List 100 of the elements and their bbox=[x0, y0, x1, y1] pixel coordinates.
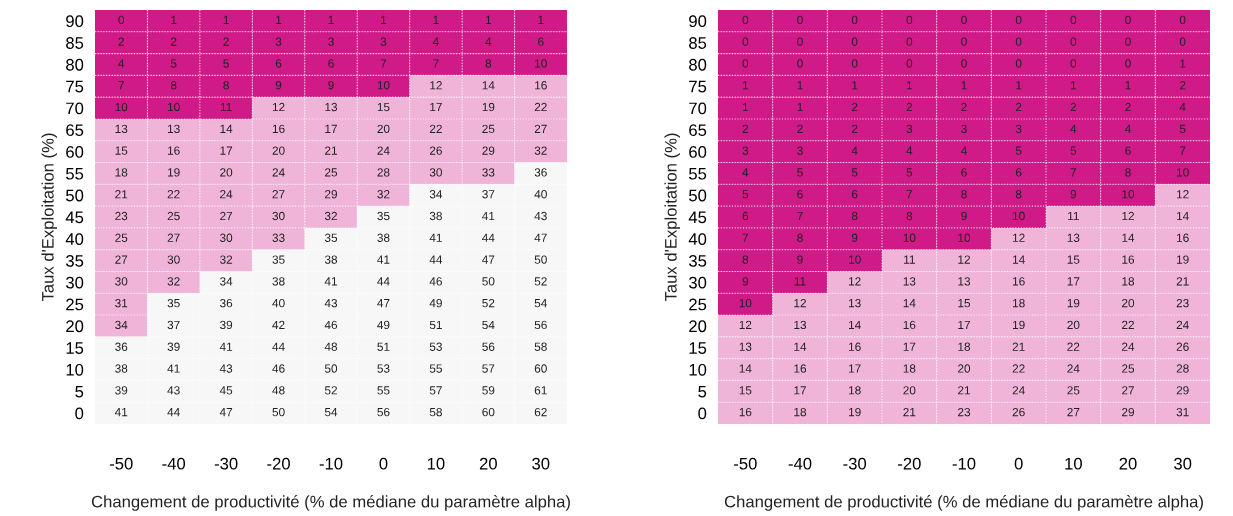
data-label: 60 bbox=[534, 364, 547, 373]
data-label: 18 bbox=[903, 364, 916, 373]
data-label: 20 bbox=[958, 364, 971, 373]
data-label: 34 bbox=[115, 320, 128, 330]
data-label: 18 bbox=[1013, 298, 1025, 308]
data-label: 10 bbox=[1122, 190, 1135, 199]
x-tick-label: -20 bbox=[898, 457, 921, 470]
data-label: 18 bbox=[794, 407, 807, 417]
data-label: 41 bbox=[167, 364, 180, 373]
data-label: 24 bbox=[1012, 386, 1025, 395]
data-label: 56 bbox=[377, 407, 390, 417]
data-label: 5 bbox=[223, 59, 229, 68]
data-label: 19 bbox=[168, 168, 180, 177]
data-label: 10 bbox=[115, 102, 128, 112]
data-label: 44 bbox=[429, 255, 443, 264]
data-label: 23 bbox=[115, 211, 128, 221]
data-label: 32 bbox=[534, 146, 547, 155]
data-label: 43 bbox=[324, 298, 338, 308]
data-label: 0 bbox=[797, 15, 803, 25]
data-label: 7 bbox=[1070, 168, 1077, 177]
data-label: 50 bbox=[272, 407, 285, 417]
data-label: 3 bbox=[906, 124, 913, 134]
y-tick-label: 45 bbox=[688, 211, 707, 224]
data-label: 2 bbox=[1125, 102, 1131, 112]
data-label: 1 bbox=[852, 81, 858, 90]
data-label: 28 bbox=[1176, 364, 1189, 373]
data-label: 11 bbox=[904, 255, 915, 264]
data-label: 29 bbox=[1176, 386, 1189, 395]
data-label: 12 bbox=[430, 81, 442, 90]
data-label: 27 bbox=[115, 255, 128, 264]
x-tick-label: -30 bbox=[843, 457, 867, 470]
data-label: 4 bbox=[118, 59, 125, 68]
data-label: 27 bbox=[534, 124, 547, 133]
data-label: 7 bbox=[380, 59, 387, 68]
data-label: 19 bbox=[1013, 320, 1025, 330]
data-label: 0 bbox=[1125, 59, 1131, 68]
data-label: 8 bbox=[1125, 168, 1131, 177]
data-label: 50 bbox=[324, 364, 338, 373]
data-label: 17 bbox=[958, 320, 970, 329]
data-label: 8 bbox=[742, 255, 749, 264]
y-tick-label: 65 bbox=[66, 124, 84, 137]
data-label: 3 bbox=[380, 37, 387, 46]
y-tick-label: 75 bbox=[689, 80, 707, 93]
data-label: 51 bbox=[429, 320, 442, 330]
data-label: 16 bbox=[272, 124, 285, 134]
data-label: 40 bbox=[272, 298, 285, 308]
data-label: 38 bbox=[272, 277, 285, 286]
data-label: 21 bbox=[1176, 277, 1189, 286]
data-label: 6 bbox=[328, 59, 334, 68]
y-tick-label: 20 bbox=[689, 320, 707, 333]
data-label: 7 bbox=[742, 233, 749, 242]
data-label: 12 bbox=[849, 277, 861, 286]
data-label: 56 bbox=[482, 342, 495, 351]
data-label: 4 bbox=[1124, 124, 1131, 133]
data-label: 5 bbox=[851, 168, 858, 177]
data-label: 39 bbox=[220, 320, 233, 330]
data-label: 32 bbox=[220, 255, 233, 264]
data-label: 20 bbox=[377, 124, 390, 134]
data-label: 6 bbox=[1015, 168, 1022, 177]
data-label: 30 bbox=[167, 255, 180, 264]
data-label: 0 bbox=[742, 15, 749, 25]
data-label: 25 bbox=[482, 124, 495, 134]
data-label: 35 bbox=[324, 233, 338, 242]
data-label: 8 bbox=[485, 59, 492, 68]
data-label: 8 bbox=[961, 190, 967, 199]
data-label: 6 bbox=[538, 37, 544, 46]
data-label: 41 bbox=[482, 211, 495, 221]
data-label: 2 bbox=[906, 102, 913, 112]
data-label: 40 bbox=[534, 190, 547, 199]
data-label: 35 bbox=[272, 255, 285, 264]
y-tick-label: 85 bbox=[689, 37, 707, 49]
data-label: 0 bbox=[1125, 37, 1131, 46]
data-label: 7 bbox=[433, 59, 439, 68]
data-label: 38 bbox=[429, 211, 442, 221]
data-label: 14 bbox=[903, 299, 916, 308]
data-label: 14 bbox=[794, 342, 807, 351]
data-label: 0 bbox=[797, 59, 803, 68]
data-label: 18 bbox=[1122, 277, 1135, 286]
data-label: 13 bbox=[739, 342, 752, 351]
data-label: 4 bbox=[906, 146, 913, 155]
data-label: 25 bbox=[1122, 364, 1135, 373]
data-label: 32 bbox=[324, 211, 337, 221]
y-tick-label: 20 bbox=[66, 320, 84, 333]
data-label: 27 bbox=[167, 233, 180, 242]
y-tick-label: 0 bbox=[698, 407, 707, 420]
data-label: 42 bbox=[272, 320, 285, 329]
data-label: 48 bbox=[324, 342, 338, 351]
data-label: 6 bbox=[275, 59, 282, 68]
data-label: 14 bbox=[220, 124, 233, 133]
data-label: 56 bbox=[534, 320, 547, 330]
data-label: 3 bbox=[275, 37, 282, 46]
data-label: 27 bbox=[1067, 407, 1080, 417]
data-label: 0 bbox=[906, 15, 913, 25]
y-tick-label: 35 bbox=[65, 254, 84, 267]
data-label: 4 bbox=[742, 168, 749, 177]
data-label: 36 bbox=[220, 298, 233, 308]
data-label: 1 bbox=[1125, 81, 1131, 90]
data-label: 22 bbox=[429, 124, 442, 133]
y-axis-title: Taux d'Exploitation (%) bbox=[664, 133, 681, 302]
data-label: 16 bbox=[1013, 277, 1025, 286]
